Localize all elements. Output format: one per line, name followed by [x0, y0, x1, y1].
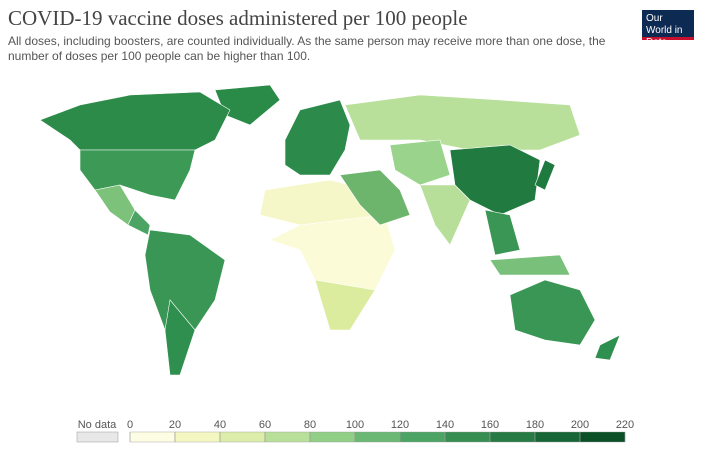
legend-tick-label: 60	[259, 419, 271, 431]
title: COVID-19 vaccine doses administered per …	[8, 6, 468, 30]
legend-bin	[219, 431, 266, 443]
country-shape	[127, 209, 151, 236]
legend-tick-label: 0	[127, 419, 133, 431]
legend: No data 0 20 40 60 80 100 120 140 160 180 200 220	[76, 419, 634, 443]
country-shape	[389, 139, 451, 186]
country-shape	[94, 184, 136, 226]
legend-tick-label: 200	[571, 419, 589, 431]
subtitle: All doses, including boosters, are count…	[8, 34, 606, 63]
legend-tick-label: 180	[526, 419, 544, 431]
country-shape	[489, 254, 571, 276]
legend-bin	[309, 431, 356, 443]
country-shape	[419, 184, 471, 246]
legend-bin	[264, 431, 311, 443]
country-shape	[509, 279, 596, 346]
no-data-label: No data	[78, 419, 117, 431]
legend-bin	[129, 431, 176, 443]
legend-tick-label: 160	[481, 419, 499, 431]
country-shape	[534, 159, 556, 191]
legend-tick-label: 140	[436, 419, 454, 431]
no-data-swatch	[76, 431, 119, 443]
legend-tick-label: 80	[304, 419, 316, 431]
legend-bin	[579, 431, 626, 443]
legend-bin	[399, 431, 446, 443]
legend-tick-label: 120	[391, 419, 409, 431]
legend-tick-label: 40	[214, 419, 226, 431]
country-shape	[344, 94, 581, 151]
legend-tick-label: 220	[616, 419, 634, 431]
legend-bin	[534, 431, 581, 443]
legend-bin	[354, 431, 401, 443]
country-shape	[449, 144, 541, 216]
legend-tick-label: 20	[169, 419, 181, 431]
country-shape	[164, 299, 196, 376]
logo[interactable]: Our World in Data	[642, 10, 694, 48]
legend-tick-label: 100	[346, 419, 364, 431]
world-map	[39, 84, 621, 376]
country-shape	[284, 99, 351, 176]
legend-bin	[444, 431, 491, 443]
country-shape	[484, 209, 521, 256]
country-shape	[594, 334, 621, 361]
legend-bin	[174, 431, 221, 443]
country-shape	[314, 279, 376, 331]
legend-bin	[489, 431, 536, 443]
country-shape	[79, 149, 196, 201]
country-shape	[339, 169, 411, 226]
country-shape	[39, 91, 231, 151]
